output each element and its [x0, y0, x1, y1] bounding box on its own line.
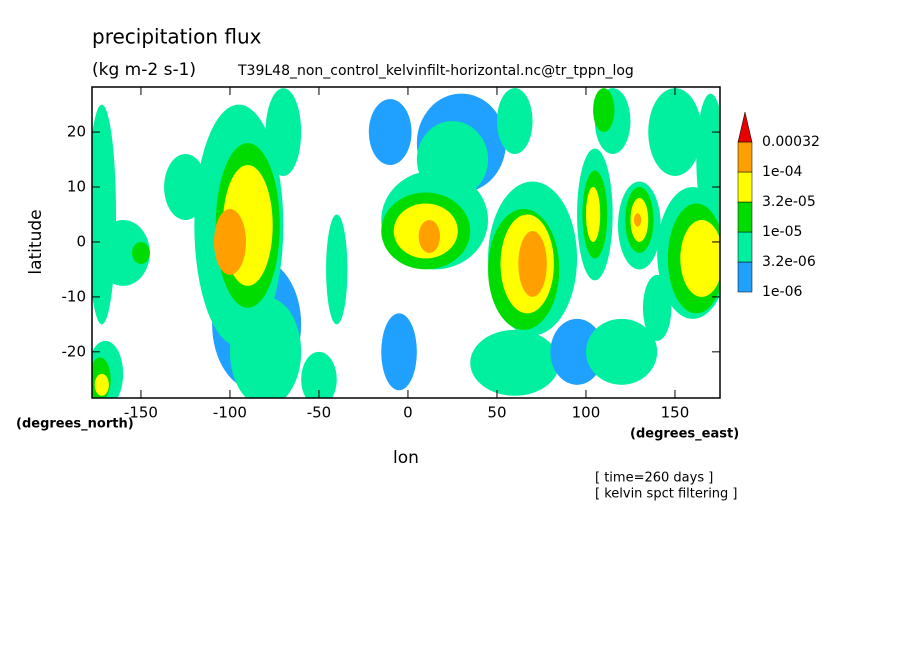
note: [ kelvin spct filtering ]	[595, 487, 738, 502]
x-tick-label: -50	[307, 404, 332, 422]
y-tick-label: 20	[67, 123, 86, 141]
chart-title: precipitation flux	[92, 25, 262, 49]
contour-region	[648, 88, 702, 177]
contour-region	[213, 208, 246, 275]
contour-region	[418, 219, 440, 253]
colorbar-box	[737, 141, 753, 173]
x-tick-label: 150	[661, 404, 690, 422]
contour-region	[680, 219, 720, 297]
contour-field	[92, 88, 720, 398]
x-tick-label: 0	[403, 404, 413, 422]
contour-region	[132, 241, 150, 264]
y-units: (degrees_north)	[16, 417, 134, 432]
contour-region	[326, 214, 348, 325]
contour-region	[550, 318, 604, 385]
contour-region	[585, 187, 601, 242]
colorbar-box	[737, 201, 753, 233]
contour-region	[301, 351, 337, 398]
x-tick-label: 50	[487, 404, 506, 422]
y-tick-label: 0	[76, 232, 86, 250]
colorbar-label: 3.2e-05	[762, 194, 816, 210]
contour-region	[593, 88, 615, 133]
contour-region	[518, 230, 547, 297]
x-axis-label: lon	[393, 448, 419, 468]
contour-region	[496, 88, 533, 155]
contour-region	[585, 318, 658, 385]
contour-region	[265, 88, 302, 177]
contour-region	[470, 329, 560, 396]
x-tick-label: 100	[572, 404, 601, 422]
x-tick-label: -100	[213, 404, 247, 422]
plot-frame	[91, 86, 721, 399]
x-tick-label: -150	[124, 404, 158, 422]
contour-region	[634, 213, 642, 227]
contour-region	[94, 373, 109, 396]
y-tick-label: -10	[62, 287, 87, 305]
note: [ time=260 days ]	[595, 471, 713, 486]
colorbar-label: 3.2e-06	[762, 254, 816, 270]
colorbar-box	[737, 171, 753, 203]
colorbar-label: 0.00032	[762, 134, 820, 150]
colorbar-label: 1e-05	[762, 224, 802, 240]
colorbar-label: 1e-04	[762, 164, 802, 180]
colorbar-label: 1e-06	[762, 284, 802, 300]
colorbar-box	[737, 231, 753, 263]
units: (kg m-2 s-1)	[92, 60, 196, 80]
y-tick-label: 10	[67, 178, 86, 196]
contour-region	[381, 313, 417, 391]
y-tick-label: -20	[62, 342, 87, 360]
contour-region	[96, 219, 150, 286]
subtitle: T39L48_non_control_kelvinfilt-horizontal…	[237, 63, 634, 79]
y-axis-label: latitude	[26, 209, 46, 274]
contour-region	[368, 99, 412, 166]
colorbar-extend	[737, 111, 753, 143]
colorbar-box	[737, 261, 753, 293]
x-units: (degrees_east)	[630, 427, 739, 442]
